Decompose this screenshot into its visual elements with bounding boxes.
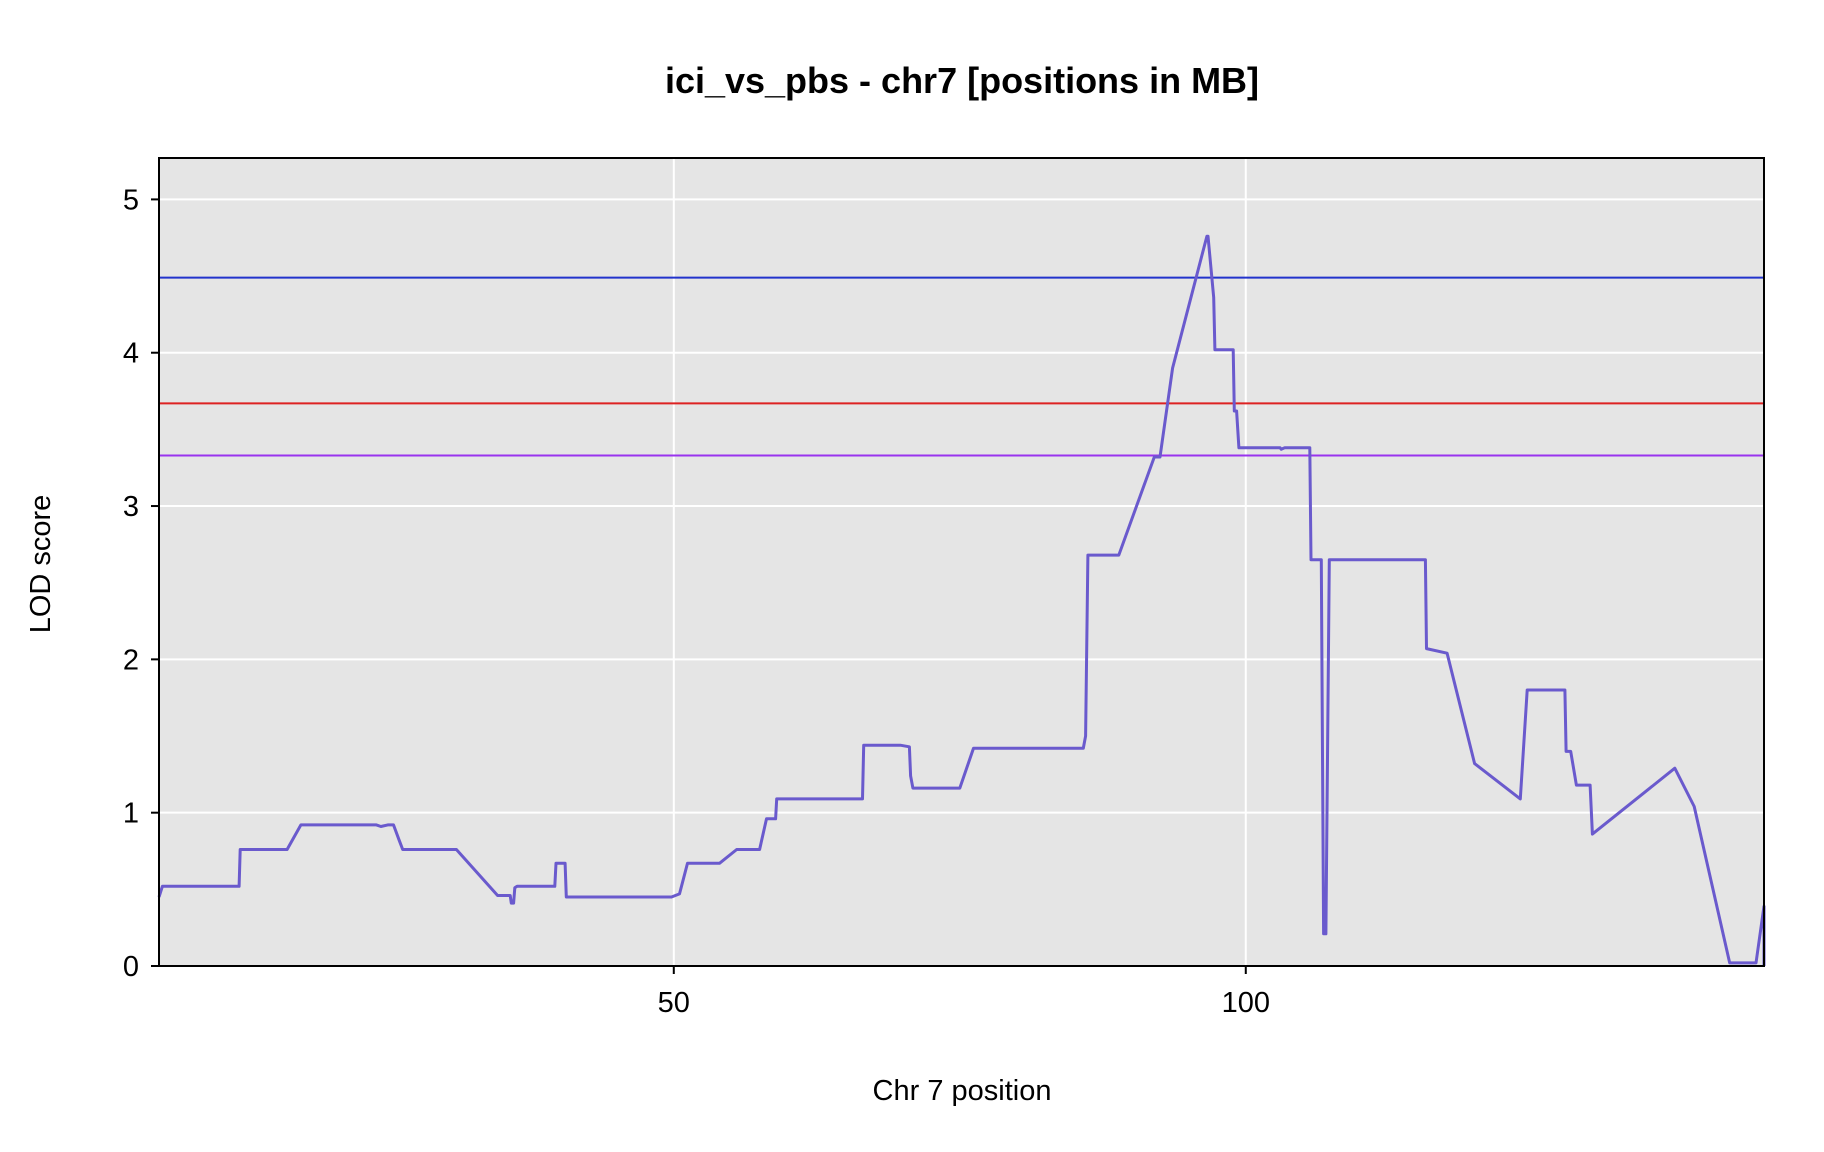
chart-title: ici_vs_pbs - chr7 [positions in MB] [665,60,1259,101]
y-tick-label: 5 [123,184,139,216]
y-tick-label: 1 [123,798,139,830]
y-axis-label: LOD score [25,495,57,634]
threshold-lines [159,276,1764,457]
plot-frame [158,157,1765,967]
axis-ticks: 0 1 2 3 4 5 50 100 [123,184,1270,1019]
y-tick-label: 0 [123,951,139,983]
x-tick-label: 50 [658,987,690,1019]
y-tick-label: 3 [123,491,139,523]
x-tick-label: 100 [1222,987,1270,1019]
lod-curve [157,234,1766,966]
plot-background [159,158,1764,966]
x-axis-label: Chr 7 position [873,1075,1052,1107]
y-tick-label: 4 [123,338,139,370]
y-tick-label: 2 [123,644,139,676]
